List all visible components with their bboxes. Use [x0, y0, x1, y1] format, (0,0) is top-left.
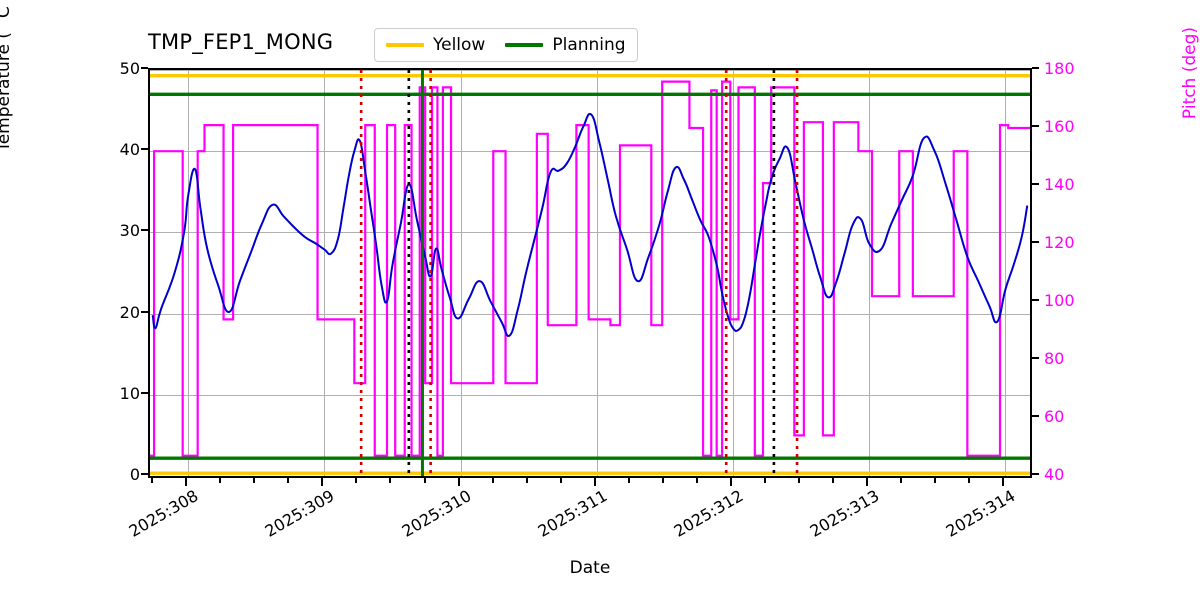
x-tick-mark-minor	[423, 478, 426, 483]
x-axis-label: Date	[569, 558, 611, 578]
x-tick-mark-major	[1002, 478, 1005, 486]
y-tick-mark-right	[1032, 125, 1039, 127]
y-tick-label-right: 180	[1044, 59, 1075, 78]
y-tick-label-right: 60	[1044, 407, 1065, 426]
y-tick-mark-left	[141, 148, 148, 151]
chart-title: TMP_FEP1_MONG	[148, 30, 334, 54]
x-tick-label: 2025:308	[125, 486, 202, 541]
y-axis-label-left: Temperature ( ˚C )	[0, 0, 14, 152]
gridline-vertical	[733, 70, 735, 476]
gridline-vertical	[1005, 70, 1007, 476]
x-tick-mark-minor	[900, 478, 903, 483]
x-tick-label: 2025:310	[398, 486, 475, 541]
legend-label-yellow: Yellow	[433, 35, 486, 55]
y-axis-label-right: Pitch (deg)	[1180, 26, 1200, 120]
gridline-horizontal	[150, 313, 1030, 315]
gridline-vertical	[324, 70, 326, 476]
x-tick-mark-major	[457, 478, 460, 486]
x-tick-label: 2025:309	[261, 486, 338, 541]
x-tick-mark-minor	[287, 478, 290, 483]
x-tick-mark-major	[593, 478, 596, 486]
gridline-vertical	[869, 70, 871, 476]
x-tick-label: 2025:313	[806, 486, 883, 541]
series-layer	[150, 70, 1030, 476]
y-tick-label-left: 50	[119, 59, 140, 78]
y-tick-mark-right	[1032, 473, 1039, 475]
gridline-vertical	[596, 70, 598, 476]
gridline-horizontal	[150, 151, 1030, 153]
y-tick-label-left: 10	[119, 383, 140, 403]
legend-swatch-yellow	[386, 43, 424, 47]
x-tick-mark-minor	[764, 478, 767, 483]
x-tick-mark-minor	[695, 478, 698, 483]
legend-item-yellow[interactable]: Yellow	[386, 35, 485, 55]
series-pitch	[150, 80, 1030, 457]
y-tick-mark-right	[1032, 415, 1039, 417]
x-tick-mark-minor	[661, 478, 664, 483]
y-tick-mark-left	[141, 310, 148, 313]
y-tick-mark-right	[1032, 67, 1039, 69]
gridline-horizontal	[150, 394, 1030, 396]
y-tick-mark-left	[141, 391, 148, 394]
x-tick-mark-minor	[968, 478, 971, 483]
x-tick-mark-minor	[253, 478, 256, 483]
y-tick-label-left: 40	[119, 140, 140, 160]
x-tick-label: 2025:311	[534, 486, 611, 541]
legend-label-planning: Planning	[552, 35, 626, 55]
chart-legend: Yellow Planning	[374, 28, 638, 62]
y-tick-mark-right	[1032, 357, 1039, 359]
x-tick-mark-minor	[559, 478, 562, 483]
gridline-vertical	[188, 70, 190, 476]
x-tick-label: 2025:314	[943, 486, 1019, 541]
x-tick-mark-minor	[627, 478, 630, 483]
x-tick-mark-major	[730, 478, 733, 486]
x-tick-mark-major	[866, 478, 869, 486]
y-tick-mark-left	[141, 67, 148, 69]
gridline-horizontal	[150, 232, 1030, 234]
y-tick-label-right: 120	[1044, 233, 1075, 252]
plot-area	[148, 68, 1032, 478]
y-tick-label-right: 80	[1044, 349, 1065, 368]
x-tick-mark-minor	[832, 478, 835, 483]
x-tick-mark-minor	[355, 478, 358, 483]
x-tick-mark-major	[185, 478, 188, 486]
y-tick-mark-left	[141, 229, 148, 232]
y-tick-label-left: 20	[119, 302, 140, 322]
x-tick-label: 2025:312	[670, 486, 747, 541]
x-tick-mark-minor	[798, 478, 801, 483]
x-tick-mark-minor	[525, 478, 528, 483]
x-tick-mark-minor	[934, 478, 937, 483]
x-tick-mark-minor	[219, 478, 222, 483]
y-tick-mark-left	[141, 473, 148, 475]
plot-clip	[150, 70, 1030, 476]
x-tick-mark-minor	[491, 478, 494, 483]
x-tick-mark-minor	[389, 478, 392, 483]
y-tick-mark-right	[1032, 299, 1039, 301]
x-tick-mark-minor	[151, 478, 154, 483]
y-tick-label-right: 140	[1044, 175, 1075, 194]
x-tick-mark-major	[321, 478, 324, 486]
gridline-horizontal	[150, 70, 1030, 71]
y-tick-label-right: 40	[1044, 465, 1065, 484]
legend-swatch-planning	[505, 43, 544, 47]
series-temperature	[151, 112, 1029, 338]
y-tick-label-right: 160	[1044, 117, 1075, 136]
y-tick-mark-right	[1032, 241, 1039, 243]
y-tick-label-left: 0	[129, 465, 140, 484]
y-tick-mark-right	[1032, 183, 1039, 185]
y-tick-label-left: 30	[119, 221, 140, 241]
gridline-vertical	[460, 70, 462, 476]
legend-item-planning[interactable]: Planning	[505, 35, 626, 55]
y-tick-label-right: 100	[1044, 291, 1075, 310]
